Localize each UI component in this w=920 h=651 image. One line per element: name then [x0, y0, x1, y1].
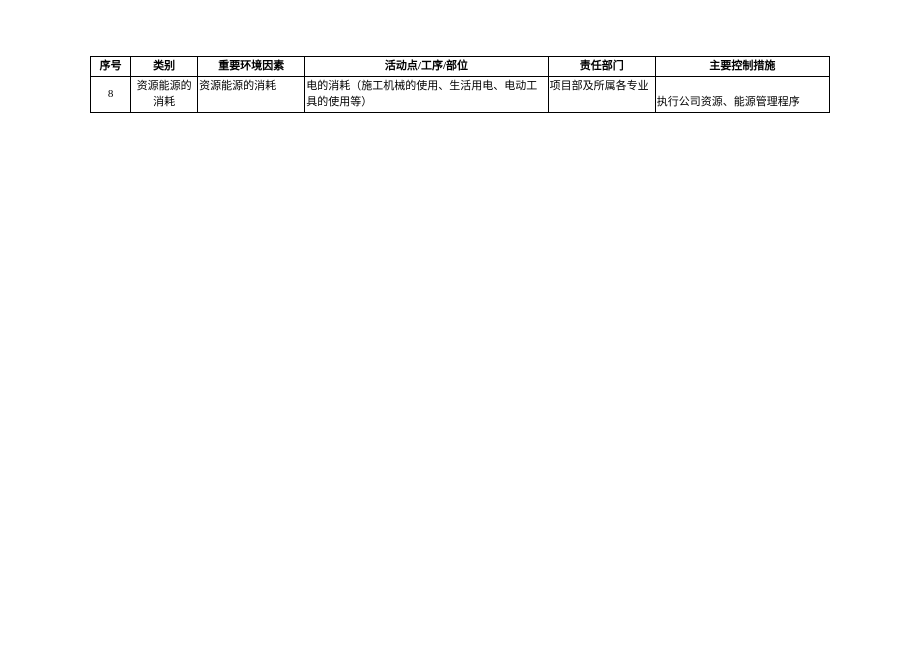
cell-measure: 执行公司资源、能源管理程序 — [655, 77, 829, 113]
table-row: 8 资源能源的消耗 资源能源的消耗 电的消耗（施工机械的使用、生活用电、电动工具… — [91, 77, 830, 113]
environment-factors-table: 序号 类别 重要环境因素 活动点/工序/部位 责任部门 主要控制措施 8 资源能… — [90, 56, 830, 113]
col-header-dept: 责任部门 — [548, 57, 655, 77]
cell-activity: 电的消耗（施工机械的使用、生活用电、电动工具的使用等） — [305, 77, 548, 113]
cell-dept: 项目部及所属各专业 — [548, 77, 655, 113]
table-header-row: 序号 类别 重要环境因素 活动点/工序/部位 责任部门 主要控制措施 — [91, 57, 830, 77]
col-header-category: 类别 — [131, 57, 198, 77]
col-header-activity: 活动点/工序/部位 — [305, 57, 548, 77]
cell-factor: 资源能源的消耗 — [198, 77, 305, 113]
cell-seq: 8 — [91, 77, 131, 113]
cell-category: 资源能源的消耗 — [131, 77, 198, 113]
col-header-seq: 序号 — [91, 57, 131, 77]
col-header-factor: 重要环境因素 — [198, 57, 305, 77]
col-header-measure: 主要控制措施 — [655, 57, 829, 77]
